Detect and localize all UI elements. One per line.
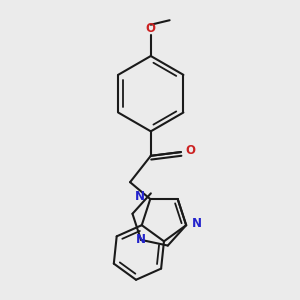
- Text: O: O: [185, 144, 195, 157]
- Text: N: N: [136, 233, 146, 247]
- Text: N: N: [192, 217, 202, 230]
- Text: O: O: [145, 22, 155, 35]
- Text: N: N: [135, 190, 145, 203]
